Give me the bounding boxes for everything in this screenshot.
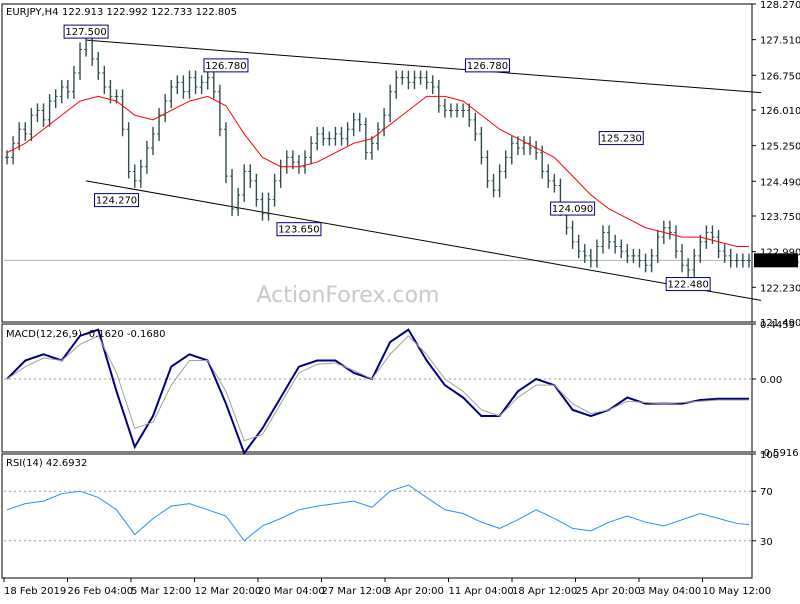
annotation-label: 123.650 <box>278 225 319 236</box>
moving-average-line <box>6 95 749 247</box>
panel-frame-macd <box>1 323 753 453</box>
y-tick-label: 123.750 <box>760 212 800 223</box>
y-tick-label: 124.490 <box>760 177 800 188</box>
annotation-box <box>464 58 510 73</box>
x-tick-label: 10 May 12:00 <box>703 586 772 597</box>
y-tick-label: 122.990 <box>760 248 800 259</box>
y-tick-label: 0.00 <box>760 375 782 386</box>
y-tick-label: 127.510 <box>760 36 800 47</box>
trendline-1 <box>86 180 762 301</box>
macd-line <box>6 328 749 456</box>
y-tick-label: 126.750 <box>760 71 800 82</box>
annotation-box <box>550 201 596 216</box>
watermark: ActionForex.com <box>257 283 440 308</box>
annotation-box <box>63 24 109 39</box>
y-tick-label: 128.270 <box>760 0 800 11</box>
rsi-title: RSI(14) 42.6932 <box>6 458 87 469</box>
x-tick-label: 12 Mar 20:00 <box>195 586 262 597</box>
y-tick-label: 125.250 <box>760 142 800 153</box>
trendline-0 <box>86 39 762 94</box>
x-tick-label: 3 May 04:00 <box>639 586 701 597</box>
y-tick-label: 100 <box>760 450 779 461</box>
panel-frame-rsi <box>1 453 753 579</box>
annotation-box <box>94 193 140 208</box>
annotation-label: 126.780 <box>467 61 508 72</box>
annotation-label: 125.230 <box>601 134 642 145</box>
y-tick-label: 0.4459 <box>760 320 795 331</box>
current-price-tag <box>754 253 798 268</box>
annotation-box <box>665 277 711 292</box>
price-title: EURJPY,H4 <box>6 7 59 18</box>
y-tick-label: 126.010 <box>760 106 800 117</box>
annotation-label: 124.270 <box>96 196 137 207</box>
panel-frame-price <box>1 3 753 323</box>
annotation-box <box>598 131 644 146</box>
y-tick-label: 70 <box>760 487 773 498</box>
ohlc-values: 122.913 122.992 122.733 122.805 <box>62 7 237 18</box>
rsi-line <box>6 484 750 542</box>
y-tick-label: -0.5916 <box>760 448 799 459</box>
x-tick-label: 11 Apr 04:00 <box>449 586 514 597</box>
x-tick-label: 18 Apr 12:00 <box>512 586 577 597</box>
y-tick-label: 30 <box>760 537 773 548</box>
x-tick-label: 18 Feb 2019 <box>4 586 66 597</box>
macd-title: MACD(12,26,9) -0.1620 -0.1680 <box>6 329 166 340</box>
annotation-label: 122.480 <box>667 280 708 291</box>
y-tick-label: 122.230 <box>760 283 800 294</box>
annotation-box <box>203 58 249 73</box>
annotation-label: 124.090 <box>552 204 593 215</box>
annotation-label: 127.500 <box>65 27 106 38</box>
x-tick-label: 20 Mar 04:00 <box>258 586 325 597</box>
annotation-label: 126.780 <box>205 61 246 72</box>
annotation-box <box>276 222 322 237</box>
x-tick-label: 5 Mar 12:00 <box>131 586 191 597</box>
x-tick-label: 25 Apr 20:00 <box>576 586 641 597</box>
signal-line <box>6 335 749 442</box>
x-tick-label: 27 Mar 12:00 <box>322 586 389 597</box>
x-tick-label: 3 Apr 20:00 <box>385 586 444 597</box>
y-tick-label: 121.490 <box>760 318 800 329</box>
x-tick-label: 26 Feb 04:00 <box>68 586 134 597</box>
current-price-label: 122.805 <box>758 256 799 267</box>
